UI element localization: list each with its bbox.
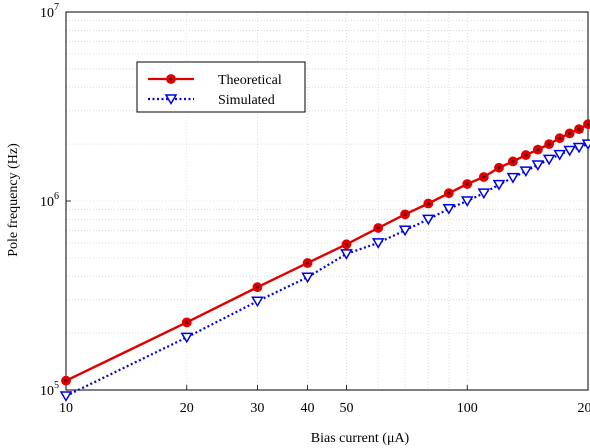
series-point-core: [568, 131, 572, 135]
series-point-triangle: [371, 238, 385, 249]
series-point-triangle: [531, 160, 545, 172]
series-point-core: [482, 175, 486, 179]
series-point-triangle: [581, 139, 590, 151]
y-tick-base: 10: [40, 384, 54, 399]
series-point-triangle: [506, 172, 520, 184]
y-axis-label: Pole frequency (Hz): [6, 143, 21, 257]
legend-label: Theoretical: [218, 73, 282, 88]
series-point-core: [511, 159, 515, 164]
series-point-core: [403, 212, 407, 216]
y-tick-label: 107: [40, 2, 59, 21]
x-axis-label: Bias current (μA): [311, 431, 410, 446]
y-tick-exponent: 7: [54, 2, 59, 13]
legend-entries: Theoretical Simulated: [148, 73, 282, 108]
legend-label: Simulated: [218, 93, 275, 108]
x-tick-label: 100: [457, 401, 478, 416]
series-point-triangle: [519, 166, 533, 178]
series-point-triangle: [422, 214, 435, 226]
series-point-triangle: [164, 94, 178, 105]
axis-ticks: 1020304050100200105106107: [40, 2, 590, 416]
series-point-core: [426, 201, 430, 206]
series-point-core: [376, 226, 380, 230]
series-point-core: [255, 285, 260, 289]
x-tick-label: 30: [250, 401, 264, 416]
series-point-core: [169, 77, 173, 81]
series-point-triangle: [542, 154, 556, 166]
series-point-triangle: [553, 149, 566, 161]
series-point-core: [64, 379, 68, 383]
series-point-core: [344, 242, 349, 246]
y-tick-exponent: 6: [54, 191, 59, 202]
x-tick-label: 50: [339, 401, 353, 416]
legend: Theoretical Simulated: [136, 61, 306, 113]
series-point-triangle: [477, 188, 491, 200]
series-point-core: [465, 182, 469, 186]
series-point-core: [547, 142, 551, 146]
legend-box: [136, 61, 306, 113]
x-tick-label: 20: [180, 401, 194, 416]
series-point-triangle: [301, 272, 314, 284]
series-layer: [59, 119, 590, 402]
series-point-triangle: [398, 225, 412, 237]
series-1: [59, 139, 590, 402]
series-point-triangle: [180, 332, 194, 344]
series-point-core: [558, 136, 562, 140]
y-tick-base: 10: [40, 195, 54, 210]
series-point-triangle: [563, 145, 576, 157]
series-line: [65, 143, 589, 397]
series-point-core: [305, 261, 310, 265]
series-point-core: [447, 191, 451, 195]
legend-entry: Theoretical: [148, 73, 282, 88]
y-tick-label: 106: [40, 191, 59, 210]
series-point-core: [577, 127, 581, 131]
series-point-triangle: [59, 391, 73, 402]
series-point-core: [185, 320, 189, 324]
legend-entry: Simulated: [148, 93, 275, 108]
series-point-triangle: [442, 203, 456, 215]
series-point-core: [536, 148, 540, 152]
series-point-triangle: [340, 249, 353, 260]
series-point-triangle: [251, 296, 264, 308]
series-point-triangle: [460, 196, 474, 207]
y-tick-base: 10: [40, 6, 54, 21]
series-point-core: [524, 153, 528, 157]
y-tick-label: 105: [40, 380, 59, 399]
x-tick-label: 200: [578, 401, 590, 416]
x-tick-label: 10: [59, 401, 73, 416]
series-point-core: [586, 122, 590, 126]
y-tick-exponent: 5: [54, 380, 59, 391]
series-0: [61, 119, 590, 386]
x-tick-label: 40: [301, 401, 315, 416]
series-point-triangle: [492, 179, 506, 191]
series-point-core: [497, 166, 501, 170]
series-point-triangle: [572, 142, 586, 154]
